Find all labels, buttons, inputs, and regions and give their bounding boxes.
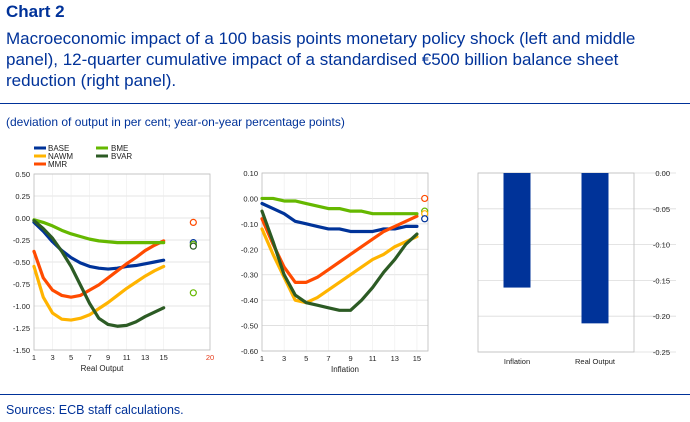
y-tick-label: 0.50 bbox=[15, 170, 30, 179]
chart-number: Chart 2 bbox=[6, 2, 65, 21]
marker-mmr bbox=[421, 194, 429, 203]
x-tick-label: 13 bbox=[141, 353, 149, 362]
middle-panel-inflation: 0.100.00-0.10-0.20-0.30-0.40-0.50-0.601 3… bbox=[241, 169, 429, 374]
x-tick-label: 3 bbox=[282, 354, 286, 363]
x-tick-label: 15 bbox=[413, 354, 421, 363]
marker-bme bbox=[189, 289, 197, 297]
chart-title: Macroeconomic impact of a 100 basis poin… bbox=[6, 29, 636, 90]
plot-frame bbox=[477, 172, 635, 353]
series-line-mmr bbox=[32, 239, 166, 299]
x-tick-label: 1 bbox=[260, 354, 264, 363]
x-category-label: Inflation bbox=[504, 357, 530, 366]
x-tick-label: 3 bbox=[50, 353, 54, 362]
y-tick-label: 0.10 bbox=[243, 169, 258, 178]
x-tick-label: 20 bbox=[206, 353, 214, 362]
series-line-bvar bbox=[260, 209, 419, 312]
right-panel-balance-sheet: 0.00 -0.05 -0.10 -0.15 -0.20 -0.25 Inflation Re… bbox=[477, 169, 676, 366]
series-line-mmr bbox=[260, 214, 419, 284]
legend-label-nawm: NAWM bbox=[48, 152, 73, 161]
marker-mmr bbox=[189, 218, 197, 227]
x-axis-label: Real Output bbox=[81, 364, 124, 373]
legend-label-bvar: BVAR bbox=[111, 152, 132, 161]
x-tick-label: 13 bbox=[391, 354, 399, 363]
legend: BASE NAWM MMR BME BVAR bbox=[34, 144, 132, 169]
x-tick-label: 11 bbox=[369, 354, 377, 363]
left-panel-real-output: 0.50 0.25 0.00 -0.25 -0.50 -0.75 -1.00 -1.25 -1.… bbox=[13, 170, 214, 373]
series-line-bme bbox=[260, 196, 419, 216]
y-tick-label: -0.15 bbox=[653, 276, 670, 285]
legend-label-mmr: MMR bbox=[48, 160, 67, 169]
chart-subtitle: (deviation of output in per cent; year-o… bbox=[6, 115, 345, 129]
series-line-nawm bbox=[260, 227, 419, 305]
y-tick-label: 0.00 bbox=[243, 194, 258, 203]
sources-note: Sources: ECB staff calculations. bbox=[6, 403, 184, 417]
y-tick-label: -1.25 bbox=[13, 324, 30, 333]
y-tick-label: 0.00 bbox=[15, 214, 30, 223]
bar-inflation bbox=[503, 173, 531, 288]
marker-bvar bbox=[189, 242, 197, 250]
y-tick-label: -0.20 bbox=[653, 312, 670, 321]
bottom-rule bbox=[0, 394, 690, 395]
x-tick-label: 15 bbox=[160, 353, 168, 362]
y-tick-label: -0.50 bbox=[241, 322, 258, 331]
series-line-bme bbox=[32, 218, 166, 245]
marker-base bbox=[421, 215, 429, 223]
x-tick-label: 11 bbox=[123, 353, 131, 362]
series-line-bvar bbox=[32, 219, 166, 328]
x-tick-label: 9 bbox=[106, 353, 110, 362]
y-tick-label: -0.30 bbox=[241, 271, 258, 280]
y-tick-label: -0.25 bbox=[13, 236, 30, 245]
x-tick-label: 1 bbox=[32, 353, 36, 362]
y-tick-label: -0.40 bbox=[241, 296, 258, 305]
y-tick-label: -0.10 bbox=[241, 220, 258, 229]
x-tick-label: 5 bbox=[69, 353, 73, 362]
y-tick-label: 0.25 bbox=[15, 192, 30, 201]
bar-real-output bbox=[581, 173, 609, 324]
y-tick-label: -0.20 bbox=[241, 245, 258, 254]
top-rule bbox=[0, 103, 690, 104]
series-line-nawm bbox=[32, 264, 166, 322]
y-tick-label: -0.60 bbox=[241, 347, 258, 356]
y-tick-label: -0.75 bbox=[13, 280, 30, 289]
charts-canvas: BASE NAWM MMR BME BVAR 0.50 0.25 0.00 -0.25… bbox=[13, 144, 676, 374]
x-tick-label: 9 bbox=[348, 354, 352, 363]
x-axis-label: Inflation bbox=[331, 365, 359, 374]
x-category-label: Real Output bbox=[575, 357, 616, 366]
y-tick-label: -1.50 bbox=[13, 346, 30, 355]
legend-label-bme: BME bbox=[111, 144, 128, 153]
y-tick-label: 0.00 bbox=[655, 169, 670, 178]
y-tick-label: -1.00 bbox=[13, 302, 30, 311]
plot-frame bbox=[33, 173, 211, 351]
plot-frame bbox=[261, 172, 429, 352]
x-tick-label: 5 bbox=[304, 354, 308, 363]
x-tick-label: 7 bbox=[87, 353, 91, 362]
legend-label-base: BASE bbox=[48, 144, 69, 153]
y-tick-label: -0.10 bbox=[653, 241, 670, 250]
y-tick-label: -0.25 bbox=[653, 348, 670, 357]
y-tick-label: -0.05 bbox=[653, 205, 670, 214]
y-tick-label: -0.50 bbox=[13, 258, 30, 267]
x-tick-label: 7 bbox=[326, 354, 330, 363]
